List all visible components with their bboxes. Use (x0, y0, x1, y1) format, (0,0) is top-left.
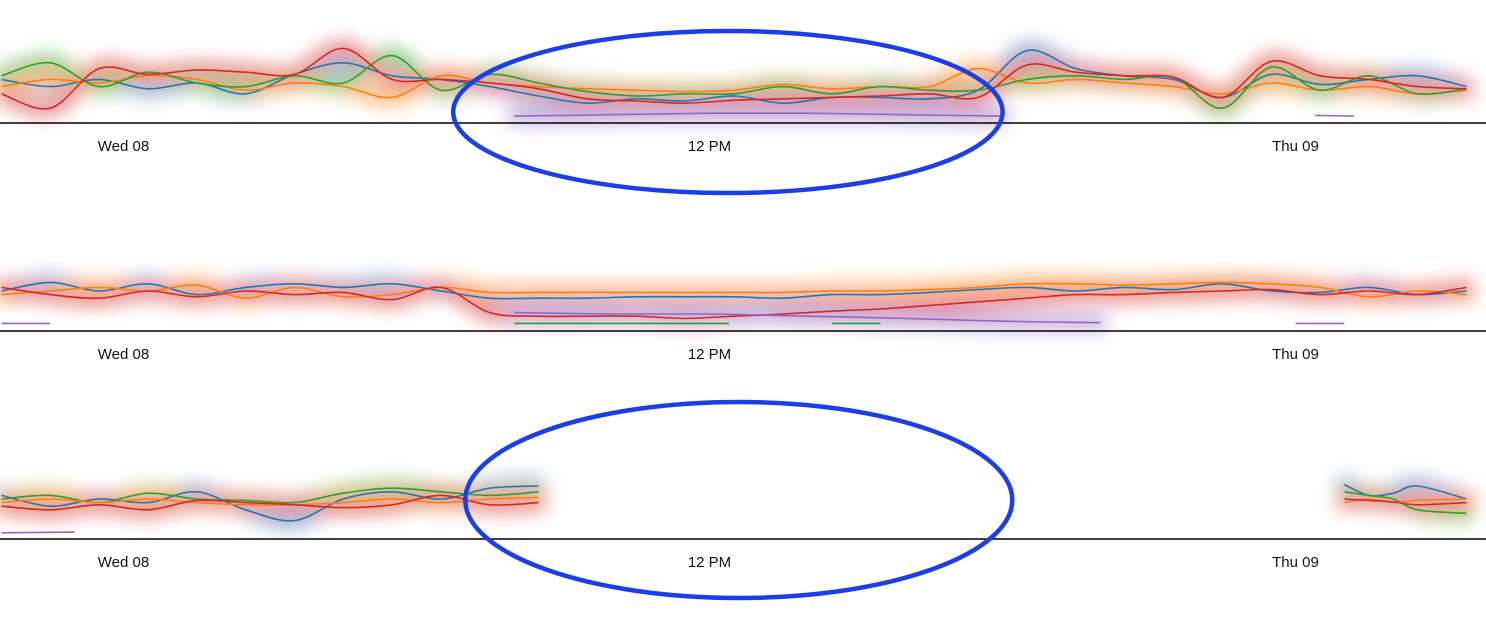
series-5-line-segment-2 (1315, 114, 1355, 117)
uncertainty-band (0, 40, 1475, 125)
series-5-line (1, 531, 75, 534)
chart-panel-1: Wed 08 12 PM Thu 09 (0, 28, 1486, 196)
uncertainty-band (0, 476, 1475, 529)
series-lines (1, 281, 1467, 325)
series-4-line-segment-1 (1, 494, 539, 511)
series-2-line (1, 281, 1467, 300)
series-4-line-segment-2 (1344, 498, 1467, 506)
chart-panel-3: Wed 08 12 PM Thu 09 (0, 399, 1486, 601)
x-tick-label: 12 PM (688, 554, 731, 571)
x-tick-label: Wed 08 (98, 346, 149, 363)
series-2-line (1, 67, 1467, 99)
series-1-line-segment-2 (1344, 483, 1467, 500)
series-1-line-segment-1 (1, 485, 539, 522)
x-tick-label: Thu 09 (1272, 138, 1319, 155)
x-tick-label: Thu 09 (1272, 346, 1319, 363)
x-tick-label: Wed 08 (98, 138, 149, 155)
series-lines (1, 483, 1467, 534)
series-3-line-segment-1 (1, 496, 539, 506)
series-5-line-segment-1 (514, 112, 1003, 117)
series-5-line-segment-2 (514, 311, 1101, 324)
x-tick-label: Wed 08 (98, 554, 149, 571)
x-tick-label: 12 PM (688, 138, 731, 155)
series-1-line (1, 281, 1467, 300)
series-4-line (1, 47, 1467, 110)
series-3-line (1, 54, 1467, 110)
series-lines (1, 47, 1467, 117)
series-2-line-segment-2 (1344, 491, 1467, 515)
x-tick-label: Thu 09 (1272, 554, 1319, 571)
chart-panel-2: Wed 08 12 PM Thu 09 (0, 274, 1486, 363)
highlight-ellipse (450, 28, 1005, 196)
x-tick-label: 12 PM (688, 346, 731, 363)
series-3-line (1, 286, 1467, 320)
highlight-ellipse (463, 399, 1015, 601)
